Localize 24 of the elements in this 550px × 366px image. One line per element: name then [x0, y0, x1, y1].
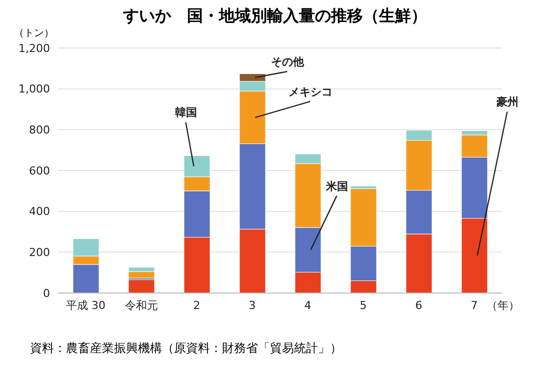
x-tick-label: 2 [193, 298, 200, 312]
y-tick-label: 200 [29, 246, 50, 260]
y-axis-title: （トン） [14, 27, 54, 40]
y-tick-label: 600 [29, 164, 50, 178]
y-tick-label: 1,000 [18, 82, 50, 96]
text: 豪州 [495, 96, 518, 109]
text: 資料：農畜産業振興機構（原資料：財務省「貿易統計」） [30, 340, 342, 357]
x-tick-label: 6 [415, 298, 422, 312]
text: 韓国 [174, 106, 197, 120]
y-tick-label: 400 [29, 205, 50, 218]
x-tick-label: 令和元 [124, 298, 158, 312]
x-tick-label: 5 [360, 298, 367, 312]
text: 米国 [324, 180, 348, 193]
y-tick-label: 800 [29, 124, 50, 137]
x-tick-label: 7 [470, 298, 478, 312]
x-tick-label: 4 [304, 298, 312, 312]
x-tick-label: 平成 30 [66, 298, 106, 312]
series-label: その他 [270, 56, 305, 68]
y-tick-label: 1,200 [18, 42, 50, 55]
y-tick-label: 0 [43, 286, 50, 300]
chart-title: すいか 国・地域別輸入量の推移（生鮮） [122, 6, 428, 27]
x-tick-label: 3 [248, 298, 256, 312]
x-axis-title: （年） [486, 299, 520, 312]
text: メキシコ [288, 85, 332, 98]
